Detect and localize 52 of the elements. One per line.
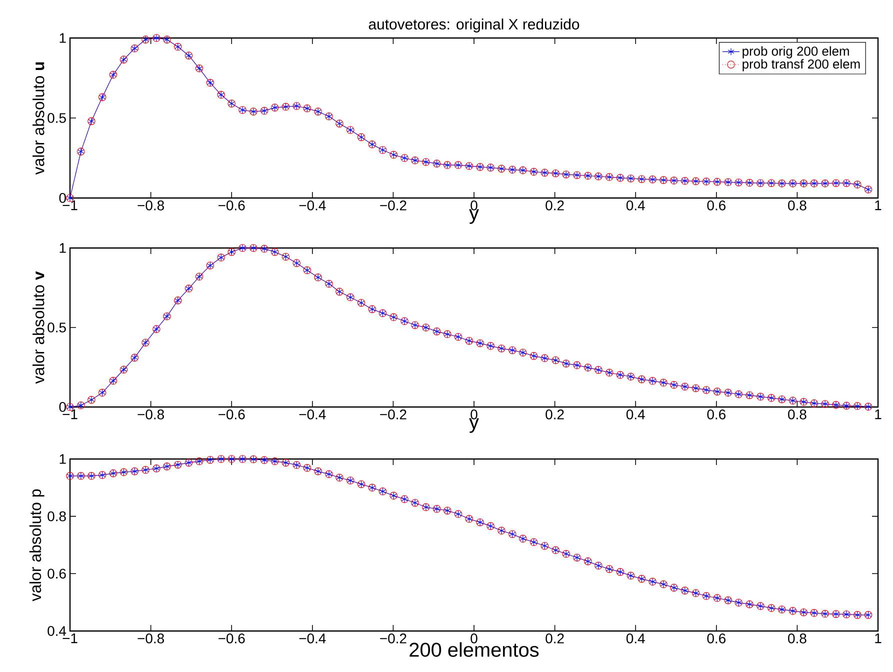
y-tick-label: 0.6 xyxy=(48,568,66,579)
y-axis-title: valor absoluto v xyxy=(32,271,44,384)
x-tick-label: −0.6 xyxy=(218,633,245,644)
y-tick-label: 0.5 xyxy=(48,322,66,332)
y-tick-label: 0.5 xyxy=(48,113,66,123)
y-tick-label: 0 xyxy=(59,402,66,412)
x-tick-label: 0.4 xyxy=(626,633,645,644)
x-tick-label: 0.8 xyxy=(788,200,806,210)
y-axis-title: valor absoluto p xyxy=(29,489,44,602)
x-tick-label: 1 xyxy=(875,634,882,644)
x-axis-title: y xyxy=(469,209,479,224)
y-tick-label: 0.8 xyxy=(48,511,66,522)
x-tick-label: −0.8 xyxy=(138,200,164,210)
y-tick-label: 1 xyxy=(60,243,66,253)
x-axis-title: 200 elementos xyxy=(410,642,539,657)
x-tick-label: 0.2 xyxy=(546,633,564,644)
y-tick-label: 0 xyxy=(59,193,66,203)
x-tick-label: 0.6 xyxy=(707,633,726,644)
x-tick-label: −0.6 xyxy=(218,200,245,210)
legend-label: prob transf 200 elem xyxy=(742,59,860,72)
x-tick-label: 0.2 xyxy=(546,409,564,420)
x-tick-label: 0 xyxy=(470,633,478,644)
x-tick-label: −0.2 xyxy=(380,409,406,420)
y-tick-label: 1 xyxy=(60,33,66,43)
x-tick-label: 0.6 xyxy=(707,200,726,210)
x-axis-title: y xyxy=(469,418,479,433)
x-tick-label: −1 xyxy=(62,200,78,210)
x-tick-label: 0.4 xyxy=(626,409,645,420)
y-tick-label: 1 xyxy=(60,454,66,464)
legend-label: prob orig 200 elem xyxy=(742,46,849,58)
x-tick-label: −0.4 xyxy=(299,633,326,644)
x-tick-label: 0.4 xyxy=(626,200,645,210)
x-tick-label: −0.8 xyxy=(138,409,164,420)
x-tick-label: 0.8 xyxy=(788,633,806,644)
x-tick-label: −0.2 xyxy=(380,200,406,210)
x-tick-label: 1 xyxy=(875,410,882,420)
x-tick-label: 0.8 xyxy=(788,409,806,420)
x-tick-label: −0.8 xyxy=(138,633,164,644)
x-tick-label: −1 xyxy=(62,410,78,420)
y-axis-title: valor absoluto u xyxy=(32,62,44,175)
x-tick-label: −0.6 xyxy=(218,409,245,420)
x-tick-label: −0.4 xyxy=(299,409,326,420)
x-tick-label: 0.2 xyxy=(546,200,564,210)
x-tick-label: −1 xyxy=(62,634,78,644)
x-tick-label: 0 xyxy=(470,409,478,420)
x-tick-label: −0.2 xyxy=(380,633,406,644)
chart-title: autovetores: original X reduzido xyxy=(368,18,580,32)
x-tick-label: −0.4 xyxy=(299,200,326,210)
x-tick-label: 0.6 xyxy=(707,409,726,420)
y-tick-label: 0.4 xyxy=(48,626,66,636)
x-tick-label: 0 xyxy=(470,200,478,210)
x-tick-label: 1 xyxy=(875,200,882,210)
